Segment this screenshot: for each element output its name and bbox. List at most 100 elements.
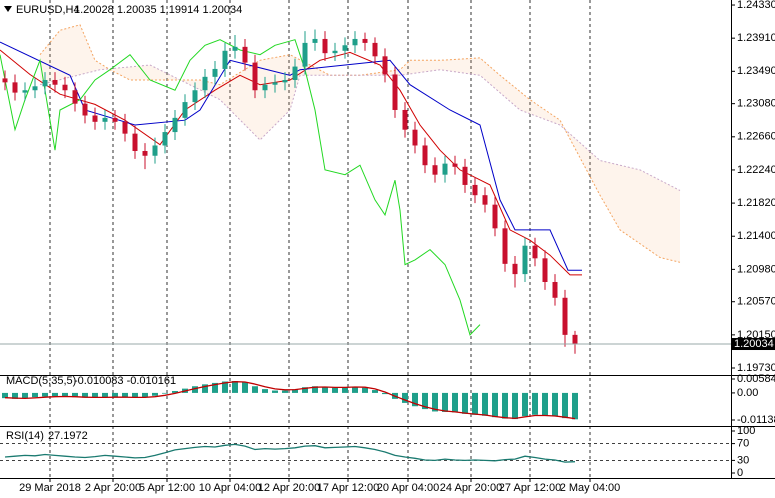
macd-bar: [522, 392, 528, 417]
y-tick-label: 1.20570: [737, 296, 775, 308]
candle-body: [92, 115, 98, 122]
candle-body: [212, 68, 218, 77]
candle-body: [82, 103, 88, 116]
x-tick-label: 24 Apr 20:00: [440, 482, 502, 494]
macd-bar: [102, 392, 108, 398]
candle-body: [202, 76, 208, 91]
macd-bar: [252, 386, 258, 393]
x-tick-label: 17 Apr 12:00: [317, 482, 379, 494]
cloud-fill: [40, 24, 680, 263]
macd-bar: [142, 392, 148, 398]
candle-body: [172, 117, 178, 133]
candle-body: [312, 38, 318, 43]
candle-body: [512, 263, 518, 275]
macd-bar: [292, 389, 298, 393]
y-tick-label: 100: [737, 425, 755, 437]
macd-bar: [502, 392, 508, 419]
rsi-value: 27.1972: [48, 430, 88, 442]
candle-body: [12, 82, 18, 93]
macd-bar: [442, 392, 448, 412]
candle-body: [282, 79, 288, 83]
macd-bar: [382, 392, 388, 395]
candle-body: [182, 102, 188, 118]
chart-title: EURUSD,H4: [16, 4, 80, 16]
x-tick-label: 29 Mar 2018: [19, 482, 81, 494]
macd-bar: [562, 392, 568, 419]
macd-bar: [2, 392, 8, 399]
cloud-span: [39, 64, 681, 191]
y-tick-label: 1.23490: [737, 65, 775, 77]
candle-body: [242, 46, 248, 63]
candle-body: [162, 132, 168, 146]
candle-body: [132, 133, 138, 152]
last-price-tag: [732, 338, 775, 351]
macd-bar: [332, 387, 338, 393]
candle-body: [482, 195, 488, 205]
rsi-line: [4, 443, 576, 463]
y-tick-label: 30: [737, 454, 749, 466]
candle-body: [252, 62, 258, 91]
macd-bar: [242, 382, 248, 393]
candle-body: [332, 50, 338, 54]
macd-bar: [572, 392, 578, 420]
macd-bar: [22, 392, 28, 399]
macd-bar: [62, 392, 68, 397]
macd-bar: [282, 390, 288, 393]
x-tick-label: 12 Apr 20:00: [258, 482, 320, 494]
candle-body: [362, 38, 368, 43]
macd-bar: [552, 392, 558, 417]
candle-body: [542, 258, 548, 282]
candle-body: [552, 281, 558, 298]
candle-body: [102, 117, 108, 122]
y-tick-label: 1.21820: [737, 197, 775, 209]
candle-body: [142, 151, 148, 156]
macd-bar: [212, 382, 218, 393]
candle-body: [222, 50, 228, 69]
candle-body: [152, 145, 158, 156]
macd-bar: [362, 387, 368, 393]
candle-body: [72, 90, 78, 104]
x-tick-label: 2 May 04:00: [560, 482, 621, 494]
y-tick-label: 70: [737, 438, 749, 450]
y-tick-label: 1.22240: [737, 164, 775, 176]
macd-bar: [412, 392, 418, 407]
y-tick-label: 1.22660: [737, 131, 775, 143]
candle-body: [562, 297, 568, 335]
macd-bar: [372, 390, 378, 393]
candle-body: [192, 90, 198, 103]
x-tick-label: 20 Apr 04:00: [377, 482, 439, 494]
macd-bar: [532, 392, 538, 415]
candle-body: [422, 145, 428, 166]
y-tick-label: 1.23910: [737, 32, 775, 44]
macd-bar: [322, 386, 328, 393]
macd-bar: [162, 392, 168, 394]
macd-bar: [92, 392, 98, 398]
y-tick-label: 1.20150: [737, 329, 775, 341]
macd-bar: [452, 392, 458, 413]
candle-body: [62, 84, 68, 91]
macd-bar: [422, 392, 428, 410]
candle-body: [432, 165, 438, 175]
candle-body: [32, 86, 38, 91]
candle-body: [52, 79, 58, 85]
candle-body: [382, 56, 388, 75]
menu-arrow: [4, 6, 12, 12]
candle-body: [232, 46, 238, 51]
macd-bar: [172, 391, 178, 393]
candle-body: [472, 184, 478, 196]
macd-bar: [462, 392, 468, 414]
candle-body: [492, 204, 498, 229]
candle-body: [342, 45, 348, 51]
macd-signal: [4, 381, 576, 420]
candle-body: [272, 82, 278, 85]
candle-body: [112, 117, 118, 122]
candle-body: [402, 109, 408, 130]
candle-body: [392, 74, 398, 110]
macd-bar: [542, 392, 548, 416]
macd-bar: [262, 389, 268, 393]
macd-bar: [32, 392, 38, 398]
y-tick-label: 1.24330: [737, 0, 775, 11]
y-tick-label: 1.23080: [737, 98, 775, 110]
y-tick-label: 0.005848: [737, 373, 775, 385]
